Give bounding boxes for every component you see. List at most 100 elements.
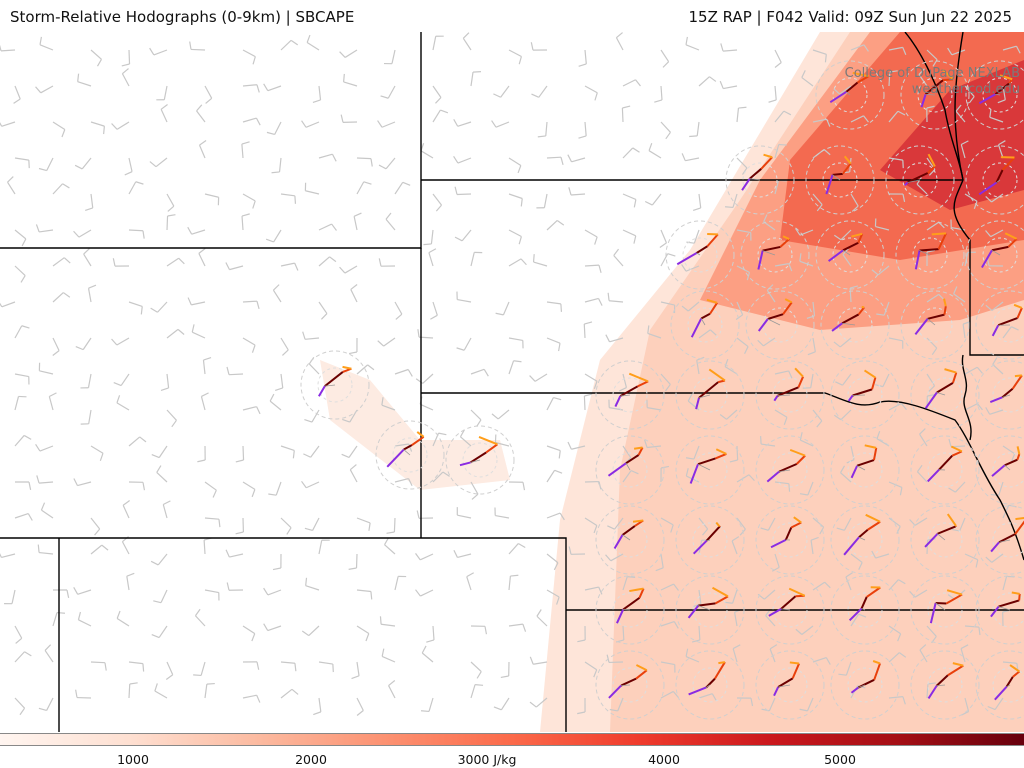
wind-barb (964, 193, 978, 209)
wind-barb (470, 661, 482, 679)
wind-barb (191, 324, 206, 339)
model-run-label: 15Z RAP | F042 Valid: 09Z Sun Jun 22 202… (688, 8, 1012, 26)
wind-barb (430, 301, 438, 320)
hodograph-33 (910, 505, 980, 575)
wind-barb (394, 443, 413, 452)
wind-barb (128, 661, 145, 672)
wind-barb (802, 373, 814, 389)
wind-barb (156, 465, 168, 483)
wind-barb (850, 613, 867, 627)
wind-barb (840, 465, 852, 483)
wind-barb (356, 364, 375, 375)
wind-barb (964, 625, 981, 636)
wind-barb (1002, 445, 1016, 462)
wind-barb (494, 434, 510, 447)
wind-barb (0, 44, 16, 52)
wind-barb (584, 586, 603, 595)
sbcape-shading (320, 32, 1024, 732)
wind-barb (202, 357, 212, 375)
wind-barb (80, 409, 92, 425)
wind-barb (459, 429, 472, 447)
wind-barb (470, 368, 489, 377)
wind-barb (812, 49, 827, 63)
wind-barb (318, 301, 328, 320)
wind-barb (654, 85, 663, 103)
wind-barb (466, 572, 475, 591)
wind-barb (348, 553, 358, 570)
wind-barb (660, 517, 674, 533)
wind-barb (763, 214, 776, 231)
wind-barb (394, 181, 411, 195)
map-panel[interactable]: College of DuPage NEXLAB weather.cod.edu (0, 32, 1024, 732)
wind-barb (303, 445, 320, 458)
wind-barb (456, 507, 472, 519)
wind-barb (242, 481, 256, 498)
wind-barb (122, 500, 130, 519)
wind-barb (948, 481, 966, 493)
hodograph-26 (830, 435, 900, 505)
wind-barb (919, 428, 928, 447)
wind-barb (888, 625, 902, 642)
wind-barb (774, 143, 787, 159)
wind-barb (584, 373, 598, 389)
wind-barb (838, 661, 852, 676)
wind-barb (567, 441, 586, 450)
wind-barb (871, 550, 890, 559)
hodograph-2 (965, 60, 1024, 130)
hodograph-46 (975, 650, 1024, 720)
wind-barb (698, 329, 717, 339)
wind-barb (508, 337, 524, 349)
wind-barb (154, 683, 168, 699)
hodograph-5 (885, 145, 955, 215)
hodograph-31 (755, 505, 825, 575)
wind-barb (888, 337, 904, 349)
state-boundaries (0, 32, 1024, 732)
wind-barb (306, 34, 320, 51)
wind-barb (381, 648, 396, 663)
wind-barb (35, 444, 54, 452)
wind-barb (508, 360, 522, 375)
wind-barb (926, 105, 935, 123)
wind-barb (660, 253, 676, 267)
hodograph-20 (830, 360, 900, 430)
wind-barb (774, 370, 793, 379)
wind-barb (546, 445, 561, 459)
wind-barb (618, 373, 628, 392)
wind-barb (265, 229, 282, 243)
hodograph-19 (755, 360, 825, 430)
wind-barb (812, 517, 825, 535)
wind-barb (546, 337, 561, 352)
wind-barb (768, 85, 777, 103)
wind-barb (836, 517, 852, 531)
wind-barb (356, 625, 370, 642)
wind-barb (280, 262, 299, 271)
wind-barb (121, 536, 130, 555)
wind-barb (681, 153, 700, 162)
wind-barb (90, 544, 109, 555)
map-canvas (0, 32, 1024, 732)
wind-barb (493, 85, 510, 98)
wind-barb (850, 553, 863, 570)
wind-barb (36, 475, 54, 484)
wind-barb (151, 445, 168, 459)
wind-barb (500, 661, 510, 679)
wind-barb (689, 121, 700, 138)
wind-barb (810, 536, 819, 555)
wind-barb (318, 223, 337, 231)
wind-barb (380, 85, 396, 99)
wind-barb (266, 121, 282, 136)
wind-barb (187, 226, 206, 235)
wind-barb (126, 572, 135, 591)
wind-barb (272, 284, 282, 303)
wind-barb (38, 157, 54, 172)
wind-barb (577, 697, 586, 715)
wind-barb (622, 193, 637, 208)
wind-barb (420, 143, 434, 159)
wind-barb (318, 661, 334, 673)
wind-barb (85, 193, 94, 212)
wind-barb (992, 357, 1004, 375)
wind-barb (111, 337, 130, 346)
wind-barb (280, 337, 289, 356)
wind-barb (801, 70, 814, 87)
wind-barb (546, 156, 564, 166)
